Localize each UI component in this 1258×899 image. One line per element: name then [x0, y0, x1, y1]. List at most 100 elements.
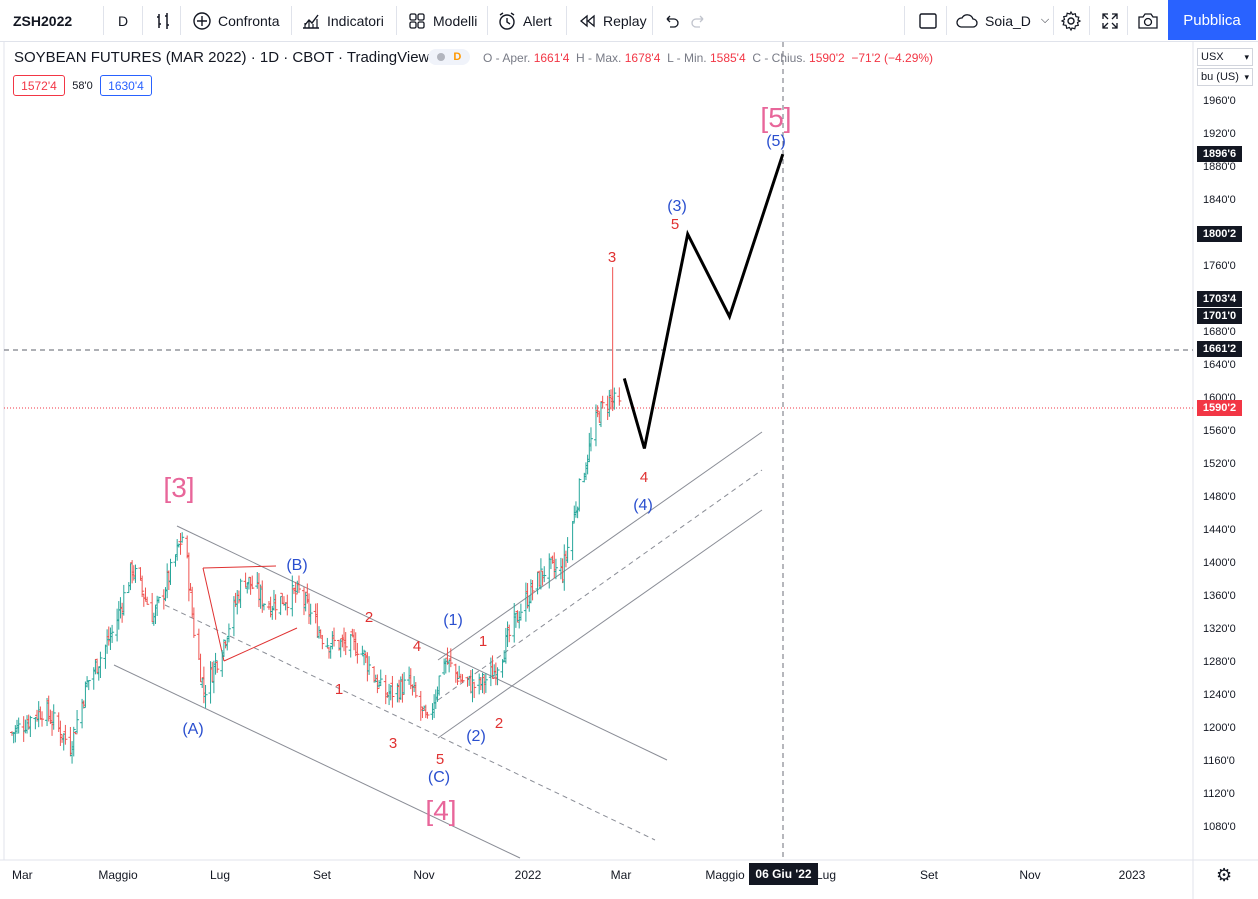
snapshot-button[interactable] — [1137, 0, 1159, 41]
up-channel-mid-line[interactable] — [437, 469, 763, 701]
price-tick-label: 1840'0 — [1203, 194, 1236, 207]
ohlc-values: O - Aper. 1661'4 H - Max. 1678'4 L - Min… — [483, 51, 933, 65]
time-tick-label: Nov — [1019, 868, 1041, 882]
chevron-down-icon: ⌵ — [1040, 14, 1050, 26]
chart-legend-title[interactable]: SOYBEAN FUTURES (MAR 2022) · 1D · CBOT ·… — [14, 49, 430, 66]
ohlc-bar — [448, 648, 453, 668]
layout-name-button[interactable]: Soia_D ⌵ — [955, 0, 1049, 41]
wave-label-5: (5) — [766, 133, 786, 150]
down-channel-lower-line[interactable] — [113, 664, 521, 859]
publish-button[interactable]: Pubblica — [1168, 0, 1256, 40]
toolbar-divider — [142, 6, 143, 35]
triangle-pattern[interactable] — [202, 565, 298, 662]
price-tick-label: 1560'0 — [1203, 425, 1236, 437]
wave-label-minor-2: 2 — [365, 609, 373, 626]
ohlc-bar — [133, 564, 138, 583]
undo-icon — [666, 15, 679, 28]
triangle-lower-line[interactable] — [223, 627, 298, 662]
price-tick-label: 1920'0 — [1203, 128, 1236, 141]
wave-label-minor-1: 1 — [335, 681, 343, 698]
price-tag: 1701'0 — [1197, 308, 1242, 324]
down-channel-upper-line[interactable] — [176, 525, 668, 761]
ohlc-bar — [178, 532, 183, 555]
indicators-icon — [303, 14, 319, 29]
price-tick-label: 1640'0 — [1203, 359, 1236, 372]
toolbar-divider — [566, 6, 567, 35]
symbol-search-button[interactable]: ZSH2022 — [13, 0, 72, 41]
sell-price-button[interactable]: 1572'4 — [13, 75, 65, 96]
ohlc-bar — [285, 594, 290, 616]
chart-type-button[interactable] — [154, 0, 174, 41]
ohlc-bar — [332, 627, 337, 647]
toolbar-divider — [1053, 6, 1054, 35]
ohlc-bar — [145, 596, 150, 605]
price-tick-label: 1320'0 — [1203, 622, 1236, 635]
price-tick-label: 1520'0 — [1203, 457, 1236, 470]
ohlc-bar — [553, 558, 558, 580]
ohlc-bar — [600, 395, 605, 409]
buy-price-button[interactable]: 1630'4 — [100, 75, 152, 96]
settings-button[interactable] — [1060, 0, 1082, 41]
currency-select[interactable]: USX ▾ — [1197, 48, 1253, 66]
time-tick-label: 2022 — [514, 868, 542, 882]
rewind-icon — [579, 14, 595, 27]
templates-button[interactable]: Modelli — [407, 0, 477, 41]
wave-label-3: (3) — [667, 198, 687, 215]
crosshair-date-tag: 06 Giu '22 — [749, 863, 818, 885]
triangle-upper-line[interactable] — [202, 565, 277, 569]
grid-icon — [409, 12, 425, 29]
ohlc-bar — [577, 478, 582, 512]
drawing-channels[interactable] — [113, 431, 763, 859]
replay-button[interactable]: Replay — [577, 0, 647, 41]
interval-button[interactable]: D — [118, 0, 128, 41]
market-status-badge[interactable]: D — [428, 49, 470, 65]
indicators-label: Indicatori — [327, 12, 384, 29]
ohlc-bar — [98, 651, 103, 678]
undo-button[interactable] — [662, 0, 680, 41]
high-label: H - Max. — [576, 51, 622, 65]
triangle-side-line[interactable] — [202, 567, 225, 662]
price-tick-label: 1480'0 — [1203, 490, 1236, 503]
ohlc-bar — [595, 405, 600, 418]
change-value: −71'2 (−4.29%) — [851, 51, 934, 65]
unit-value: bu (US) — [1201, 71, 1239, 83]
camera-icon — [1138, 12, 1158, 29]
ohlc-bar — [362, 649, 367, 666]
time-tick-label: 2023 — [1118, 868, 1146, 882]
ohlc-bar — [186, 552, 191, 602]
wave-projection-line[interactable] — [622, 153, 785, 449]
chart-settings-gear-icon[interactable]: ⚙ — [1216, 865, 1233, 885]
ohlc-bar — [63, 724, 68, 745]
ohlc-bar — [425, 711, 430, 719]
ohlc-bar — [480, 672, 485, 694]
indicators-button[interactable]: Indicatori — [301, 0, 384, 41]
wave-label-minor-5b: 5 — [671, 216, 679, 233]
alert-button[interactable]: Alert — [497, 0, 552, 41]
price-tick-label: 1240'0 — [1203, 688, 1236, 701]
up-channel-lower-line[interactable] — [437, 509, 763, 739]
crosshair-price-tag: 1661'2 — [1197, 341, 1242, 357]
compare-button[interactable]: Confronta — [192, 0, 279, 41]
ohlc-bar — [472, 681, 477, 699]
ohlc-bar — [402, 672, 407, 695]
close-label: C - Chius. — [752, 51, 806, 65]
fullscreen-button[interactable] — [1100, 0, 1120, 41]
ohlc-bar — [483, 673, 488, 693]
ohlc-bar — [542, 566, 547, 583]
price-tag: 1703'4 — [1197, 291, 1242, 307]
time-tick-label: Mar — [610, 868, 632, 882]
ohlc-bar — [495, 667, 500, 686]
ohlc-bar — [343, 632, 348, 656]
gear-icon — [1060, 10, 1082, 31]
time-tick-label: Mar — [12, 868, 33, 882]
unit-select[interactable]: bu (US) ▾ — [1197, 68, 1253, 86]
down-channel-mid-line[interactable] — [164, 604, 656, 841]
redo-button[interactable] — [690, 0, 708, 41]
wave-label-4: (4) — [633, 497, 653, 514]
layout-button[interactable] — [918, 0, 938, 41]
up-channel-upper-line[interactable] — [437, 431, 763, 661]
ohlc-bar — [413, 682, 418, 698]
toolbar-divider — [1089, 6, 1090, 35]
wave-label-minor-1b: 1 — [479, 633, 487, 650]
